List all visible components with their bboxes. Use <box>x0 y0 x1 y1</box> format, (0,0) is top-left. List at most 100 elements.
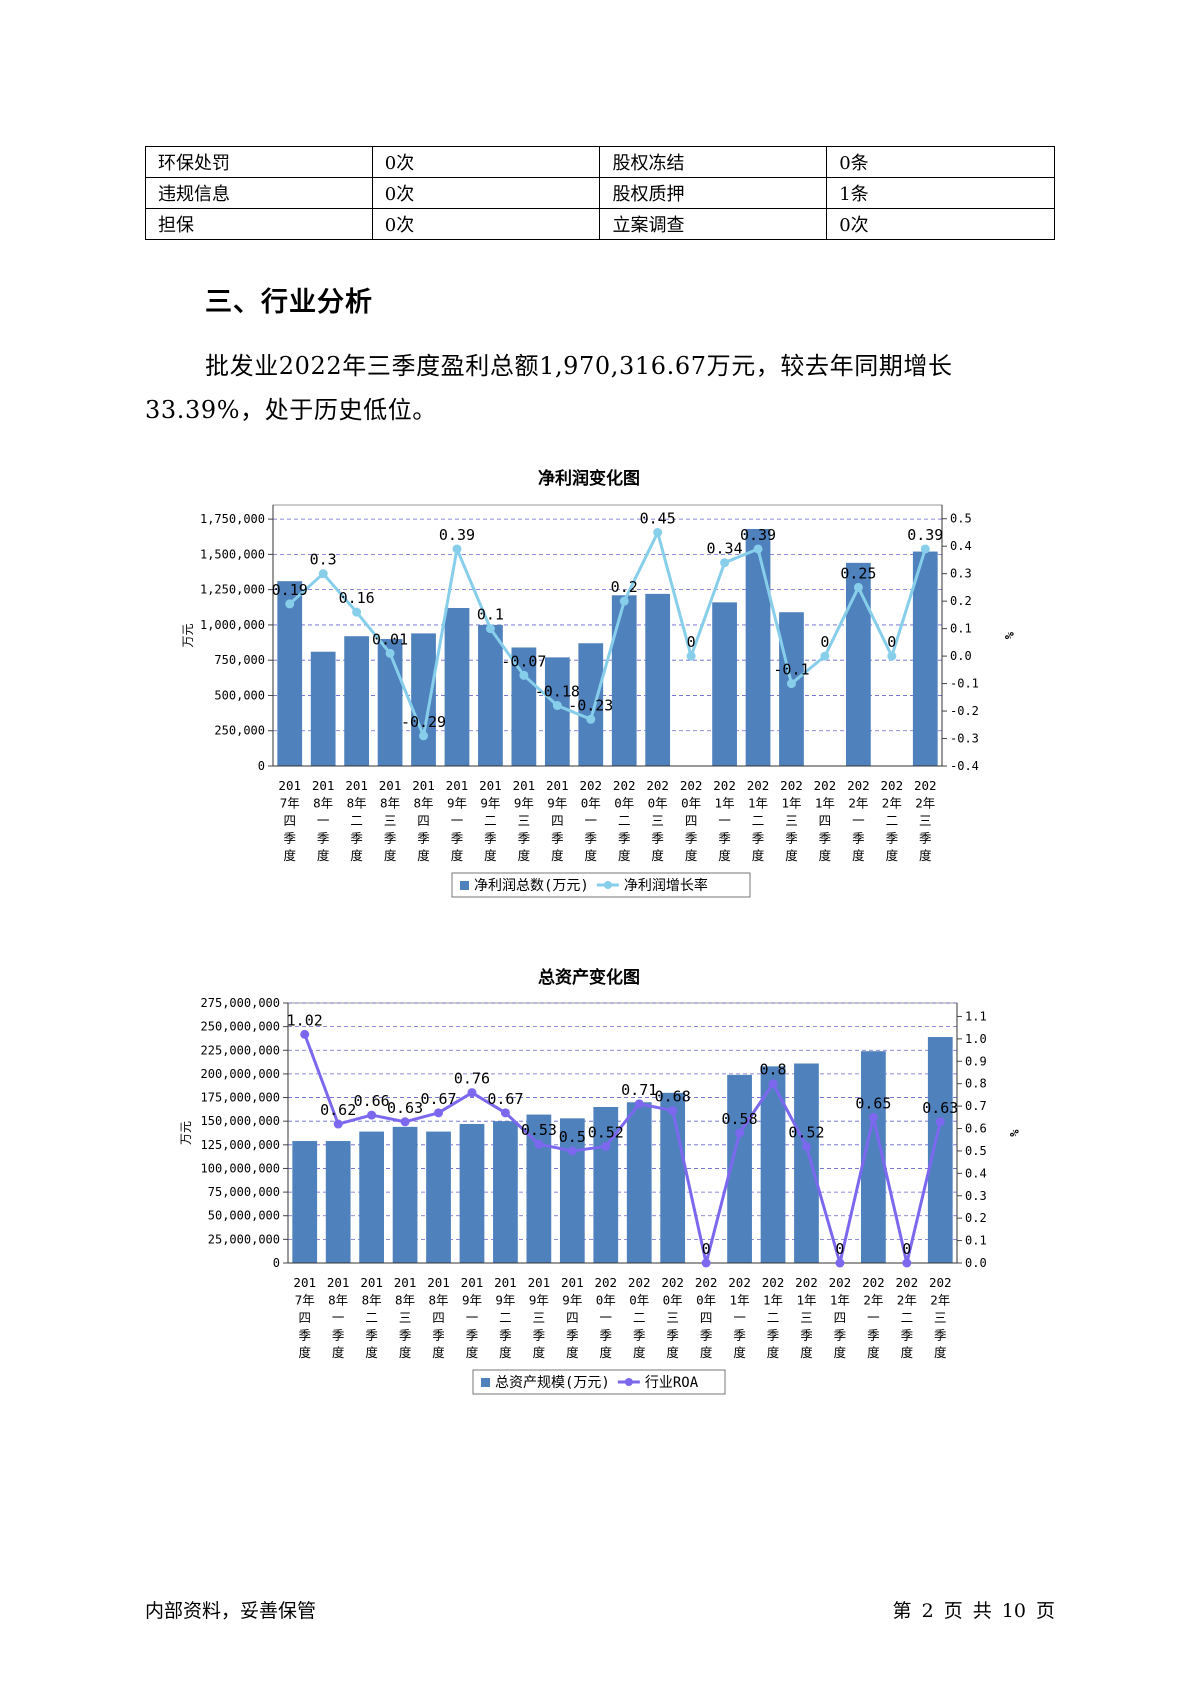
table-label-cell: 股权冻结 <box>599 146 828 178</box>
line-point <box>686 651 696 661</box>
x-tick-label: 9年 <box>447 796 467 811</box>
x-tick-label: 季 <box>317 831 330 846</box>
x-tick-label: 201 <box>379 778 402 793</box>
x-tick-label: 二 <box>633 1310 646 1325</box>
bar <box>779 612 804 766</box>
y-axis-title: 万元 <box>179 1121 193 1145</box>
line-point <box>534 1139 544 1149</box>
data-label: 0.2 <box>611 578 638 596</box>
x-tick-label: 2年 <box>930 1293 950 1308</box>
x-tick-label: 201 <box>412 778 435 793</box>
x-tick-label: 2年 <box>882 796 902 811</box>
y-axis-title: 万元 <box>181 623 195 647</box>
x-tick-label: 二 <box>767 1310 780 1325</box>
x-tick-label: 0年 <box>629 1293 649 1308</box>
x-tick-label: 度 <box>867 1345 880 1360</box>
data-label: -0.07 <box>501 652 546 670</box>
table-label-cell: 担保 <box>145 208 373 240</box>
data-label: 1.02 <box>287 1011 323 1029</box>
x-tick-label: 7年 <box>295 1293 315 1308</box>
x-tick-label: 202 <box>829 1275 852 1290</box>
bar <box>411 633 436 766</box>
line-point <box>935 1117 945 1127</box>
data-label: 0.65 <box>855 1094 891 1112</box>
x-tick-label: 度 <box>618 848 631 863</box>
x-tick-label: 202 <box>929 1275 952 1290</box>
x-tick-label: 8年 <box>395 1293 415 1308</box>
y2-tick-label: -0.1 <box>950 677 979 691</box>
bar <box>745 528 771 766</box>
legend-label-bar: 总资产规模(万元) <box>495 1375 610 1391</box>
y2-tick-label: 1.1 <box>965 1009 987 1023</box>
bar <box>845 562 871 766</box>
x-tick-label: 四 <box>685 813 698 828</box>
bar <box>493 1121 518 1263</box>
x-tick-label: 201 <box>461 1275 484 1290</box>
y-tick-label: 225,000,000 <box>201 1043 280 1057</box>
x-tick-label: 三 <box>399 1310 412 1325</box>
x-tick-label: 季 <box>633 1328 646 1343</box>
data-label: -0.29 <box>401 713 446 731</box>
x-tick-label: 201 <box>360 1275 383 1290</box>
y2-tick-label: -0.4 <box>950 759 979 773</box>
x-tick-label: 2年 <box>897 1293 917 1308</box>
bar <box>444 607 470 766</box>
x-tick-label: 度 <box>466 1345 479 1360</box>
x-tick-label: 度 <box>718 848 731 863</box>
y2-tick-label: 0.1 <box>965 1234 987 1248</box>
x-tick-label: 季 <box>618 831 631 846</box>
y2-tick-label: 0.3 <box>965 1189 987 1203</box>
data-label: 0.76 <box>454 1070 490 1088</box>
data-label: 0.67 <box>420 1090 456 1108</box>
x-tick-label: 0年 <box>596 1293 616 1308</box>
y-tick-label: 175,000,000 <box>201 1091 280 1105</box>
x-tick-label: 0年 <box>663 1293 683 1308</box>
y2-tick-label: 0.0 <box>950 649 972 663</box>
y-tick-label: 25,000,000 <box>208 1232 280 1246</box>
legend-line-marker <box>624 1378 633 1386</box>
x-tick-label: 7年 <box>280 796 300 811</box>
data-label: 0.3 <box>310 551 337 569</box>
x-tick-label: 二 <box>901 1310 914 1325</box>
bar <box>392 1126 418 1263</box>
x-tick-label: 201 <box>446 778 469 793</box>
x-tick-label: 201 <box>494 1275 517 1290</box>
total-assets-chart: 0 25,000,000 50,000,000 75,000,000 100,000,0… <box>179 996 1021 1395</box>
y-tick-label: 50,000,000 <box>208 1209 280 1223</box>
x-tick-label: 四 <box>551 813 564 828</box>
x-tick-label: 二 <box>365 1310 378 1325</box>
x-tick-label: 0年 <box>581 796 601 811</box>
y2-tick-label: 0.5 <box>965 1144 987 1158</box>
legend-bar-swatch <box>481 1378 490 1387</box>
x-tick-label: 季 <box>733 1328 746 1343</box>
y-tick-label: 1,500,000 <box>200 547 265 561</box>
x-tick-label: 四 <box>298 1310 311 1325</box>
x-tick-label: 0年 <box>614 796 634 811</box>
line-point <box>586 714 596 724</box>
x-tick-label: 度 <box>283 848 296 863</box>
x-tick-label: 季 <box>752 831 765 846</box>
x-tick-label: 201 <box>312 778 335 793</box>
x-tick-label: 度 <box>399 1345 412 1360</box>
x-tick-label: 度 <box>919 848 932 863</box>
bar <box>626 1102 652 1263</box>
y-tick-label: 100,000,000 <box>201 1161 280 1175</box>
line-point <box>634 1099 644 1109</box>
y-tick-label: 750,000 <box>214 653 265 667</box>
x-tick-label: 201 <box>278 778 301 793</box>
x-tick-label: 度 <box>484 848 497 863</box>
data-label: 0.34 <box>707 540 743 558</box>
x-tick-label: 三 <box>651 813 664 828</box>
table-row: 担保 0次 立案调查 0次 <box>145 208 1055 240</box>
x-tick-label: 三 <box>384 813 397 828</box>
data-label: 0.68 <box>655 1088 691 1106</box>
data-label: 0.01 <box>372 630 408 648</box>
x-tick-label: 季 <box>399 1328 412 1343</box>
data-label: -0.18 <box>535 683 580 701</box>
x-tick-label: 201 <box>427 1275 450 1290</box>
table-value-cell: 0次 <box>371 208 601 240</box>
data-label: 0.67 <box>487 1090 523 1108</box>
line-point <box>668 1106 678 1116</box>
x-tick-label: 201 <box>513 778 536 793</box>
y-tick-label: 1,000,000 <box>200 618 265 632</box>
